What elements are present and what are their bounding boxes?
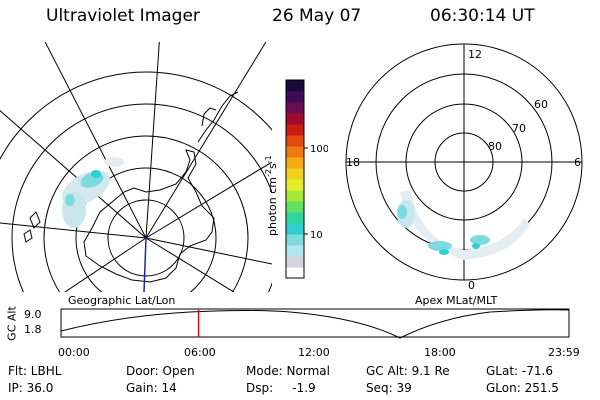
colorbar-swatch bbox=[286, 146, 304, 158]
colorbar-swatch bbox=[286, 223, 304, 235]
island-coastline bbox=[201, 107, 217, 127]
time-tick-1200: 12:00 bbox=[298, 346, 330, 359]
geo-meridian bbox=[0, 110, 147, 239]
time-tick-0000: 00:00 bbox=[58, 346, 90, 359]
observation-date: 26 May 07 bbox=[272, 6, 362, 26]
colorbar-swatch bbox=[286, 168, 304, 180]
altitude-plot bbox=[60, 308, 570, 339]
filter-readout: Flt: LBHL bbox=[8, 364, 62, 378]
seq-readout: Seq: 39 bbox=[366, 381, 412, 395]
mlt-label-12: 12 bbox=[468, 48, 482, 61]
colorbar-tick-100: 100 bbox=[310, 144, 328, 155]
geo-latitude-circle bbox=[75, 167, 217, 292]
time-tick-2359: 23:59 bbox=[548, 346, 580, 359]
geo-meridian bbox=[145, 42, 160, 239]
door-readout: Door: Open bbox=[126, 364, 195, 378]
colorbar-swatch bbox=[286, 190, 304, 202]
island-coastline bbox=[23, 229, 33, 243]
geo-meridian bbox=[44, 42, 147, 239]
colorbar-swatch bbox=[286, 179, 304, 191]
mode-readout: Mode: Normal bbox=[246, 364, 330, 378]
south-america-coastline bbox=[197, 91, 239, 143]
mlt-label-0: 0 bbox=[468, 279, 475, 292]
mlt-label-18: 18 bbox=[346, 156, 360, 169]
observation-time: 06:30:14 UT bbox=[430, 6, 535, 26]
colorbar-swatch bbox=[286, 80, 304, 92]
geo-latitude-circle bbox=[43, 135, 249, 292]
time-tick-0600: 06:00 bbox=[184, 346, 216, 359]
mlat-label-70: 70 bbox=[512, 122, 526, 135]
colorbar-scale bbox=[286, 80, 304, 279]
ip-readout: IP: 36.0 bbox=[8, 381, 54, 395]
intensity-colorbar: 100 10 photon cm-2s-1 bbox=[264, 79, 328, 279]
colorbar-swatch bbox=[286, 267, 304, 279]
geo-meridian bbox=[64, 237, 147, 292]
glat-readout: GLat: -71.6 bbox=[486, 364, 553, 378]
geo-meridian bbox=[145, 42, 267, 239]
time-tick-1800: 18:00 bbox=[424, 346, 456, 359]
colorbar-frame bbox=[285, 79, 305, 279]
colorbar-swatch bbox=[286, 102, 304, 114]
mlat-label-80: 80 bbox=[488, 140, 502, 153]
colorbar-swatch bbox=[286, 245, 304, 257]
colorbar-swatch bbox=[286, 135, 304, 147]
altitude-axis-title-box: GC Alt bbox=[0, 303, 24, 343]
gain-readout: Gain: 14 bbox=[126, 381, 177, 395]
altitude-axis-title: GC Alt bbox=[5, 306, 19, 341]
glon-readout: GLon: 251.5 bbox=[486, 381, 559, 395]
colorbar-swatch bbox=[286, 212, 304, 224]
antarctica-coastline bbox=[83, 149, 215, 283]
colorbar-swatch bbox=[286, 113, 304, 125]
colorbar-swatch bbox=[286, 201, 304, 213]
dsp-readout: Dsp: -1.9 bbox=[246, 381, 316, 395]
colorbar-tick-10: 10 bbox=[310, 230, 323, 241]
satellite-track bbox=[143, 237, 147, 292]
colorbar-swatch bbox=[286, 234, 304, 246]
colorbar-swatch bbox=[286, 256, 304, 268]
magnetic-polar-plot: 12 18 6 0 60 70 80 bbox=[345, 43, 583, 292]
geo-meridian bbox=[145, 237, 235, 292]
island-coastline bbox=[29, 211, 41, 229]
geo-latitude-circle bbox=[11, 103, 272, 292]
instrument-title: Ultraviolet Imager bbox=[46, 6, 200, 26]
colorbar-swatch bbox=[286, 91, 304, 103]
colorbar-unit-label: photon cm-2s-1 bbox=[264, 155, 279, 236]
altitude-tick-high: 9.0 bbox=[24, 308, 42, 321]
aurora-emission bbox=[62, 157, 124, 228]
geo-meridian bbox=[145, 237, 272, 265]
geo-latitude-circle bbox=[0, 71, 272, 161]
altitude-curve bbox=[60, 309, 570, 339]
altitude-plot-frame bbox=[60, 308, 570, 338]
geo-latitude-circle bbox=[107, 199, 185, 277]
magnetic-caption: Apex MLat/MLT bbox=[415, 294, 498, 307]
aurora-oval bbox=[397, 190, 530, 260]
geographic-map bbox=[0, 42, 272, 292]
geo-meridian bbox=[145, 161, 272, 239]
geo-meridian bbox=[0, 222, 147, 239]
gc-alt-readout: GC Alt: 9.1 Re bbox=[366, 364, 450, 378]
mlt-label-6: 6 bbox=[574, 156, 581, 169]
mlat-label-60: 60 bbox=[534, 98, 548, 111]
colorbar-swatch bbox=[286, 124, 304, 136]
colorbar-swatch bbox=[286, 157, 304, 169]
geographic-caption: Geographic Lat/Lon bbox=[68, 294, 176, 307]
altitude-tick-low: 1.8 bbox=[24, 323, 42, 336]
